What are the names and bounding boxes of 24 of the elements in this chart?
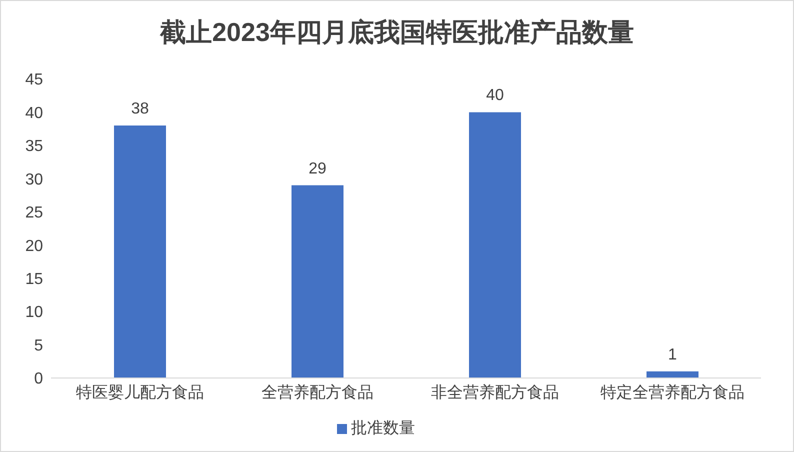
chart-title: 截止2023年四月底我国特医批准产品数量: [158, 16, 635, 49]
x-tick-label: 非全营养配方食品: [430, 383, 559, 402]
bar: [469, 112, 521, 378]
bar: [646, 371, 698, 378]
y-tick-label: 20: [25, 238, 44, 255]
x-tick-label: 全营养配方食品: [261, 383, 374, 402]
data-label: 29: [308, 160, 326, 178]
y-tick-label: 45: [25, 72, 44, 89]
y-tick-label: 10: [25, 304, 44, 322]
legend-label: 批准数量: [351, 420, 415, 437]
data-label: 1: [668, 346, 678, 364]
y-tick-label: 15: [25, 271, 44, 288]
y-tick-label: 0: [34, 370, 44, 388]
bar: [292, 185, 344, 378]
y-tick-label: 5: [34, 337, 44, 354]
y-tick-label: 25: [25, 204, 44, 222]
data-label: 38: [131, 100, 149, 118]
y-tick-label: 30: [25, 171, 44, 188]
x-tick-label: 特医婴儿配方食品: [76, 383, 204, 402]
bar: [114, 126, 166, 378]
x-tick-label: 特定全营养配方食品: [600, 383, 744, 402]
y-tick-label: 35: [25, 138, 44, 156]
data-label: 40: [486, 87, 504, 104]
y-tick-label: 40: [25, 104, 44, 122]
